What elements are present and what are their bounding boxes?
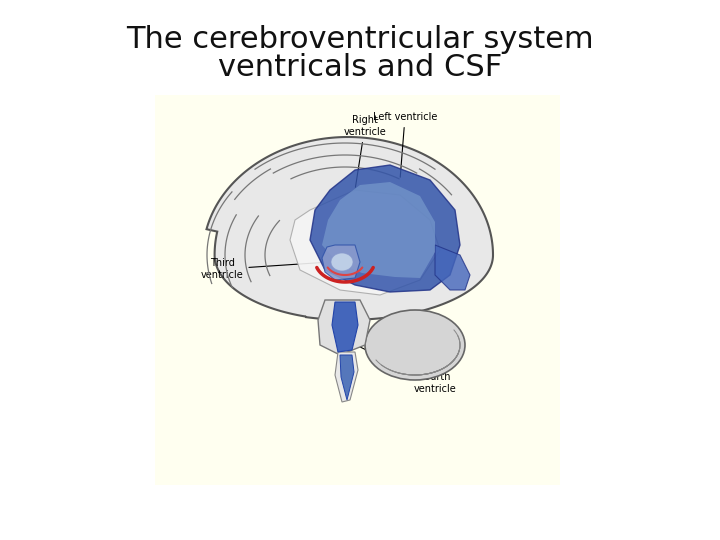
Polygon shape [435,245,470,290]
Text: Left ventricle: Left ventricle [373,112,437,177]
Ellipse shape [331,253,353,271]
Polygon shape [290,190,440,295]
Text: Fourth
ventricle: Fourth ventricle [359,346,456,394]
Text: Right
ventricle: Right ventricle [343,116,387,187]
FancyBboxPatch shape [155,95,560,485]
Polygon shape [322,182,435,278]
Polygon shape [310,165,460,292]
Polygon shape [340,355,354,400]
Text: ventricals and CSF: ventricals and CSF [218,53,502,83]
Polygon shape [207,137,493,320]
Polygon shape [332,302,358,352]
Polygon shape [318,300,370,355]
Ellipse shape [365,310,465,380]
Polygon shape [335,352,358,402]
Text: Third
ventricle: Third ventricle [201,259,327,280]
Polygon shape [322,245,360,280]
Text: The cerebroventricular system: The cerebroventricular system [126,25,594,55]
